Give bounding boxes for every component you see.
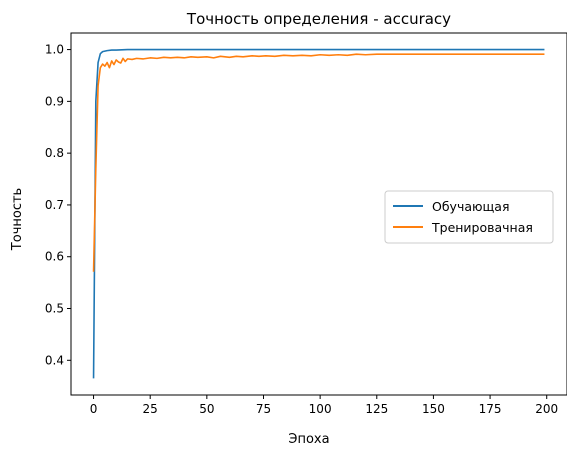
y-tick-label: 0.5: [45, 302, 64, 316]
y-tick-label: 0.4: [45, 353, 64, 367]
chart-title: Точность определения - accuracy: [186, 10, 451, 28]
y-axis-label: Точность: [10, 188, 25, 251]
legend: Обучающая Тренировачная: [384, 190, 554, 244]
legend-label-val: Тренировачная: [431, 220, 533, 235]
legend-label-train: Обучающая: [432, 199, 509, 214]
x-tick-label: 150: [422, 402, 445, 416]
plot-frame: [70, 32, 567, 396]
legend-box: [384, 190, 554, 244]
x-tick-label: 75: [256, 402, 271, 416]
series-line-val: [92, 53, 545, 272]
x-tick-label: 125: [365, 402, 388, 416]
series-line-train: [92, 48, 545, 379]
x-tick-label: 0: [90, 402, 98, 416]
x-axis-label: Эпоха: [288, 432, 329, 447]
y-tick-label: 0.7: [45, 198, 64, 212]
x-tick-label: 100: [309, 402, 332, 416]
x-tick-label: 25: [143, 402, 158, 416]
y-tick-label: 0.6: [45, 250, 64, 264]
y-axis-ticks: 0.4 0.5 0.6 0.7 0.8 0.9 1.0: [45, 43, 71, 367]
x-axis-ticks: 0 25 50 75 100 125 150 175 200: [90, 395, 558, 416]
plot-lines: [92, 48, 545, 379]
y-tick-label: 0.9: [45, 94, 64, 108]
x-tick-label: 175: [479, 402, 502, 416]
y-tick-label: 1.0: [45, 43, 64, 57]
x-tick-label: 50: [199, 402, 214, 416]
x-tick-label: 200: [535, 402, 558, 416]
y-tick-label: 0.8: [45, 146, 64, 160]
